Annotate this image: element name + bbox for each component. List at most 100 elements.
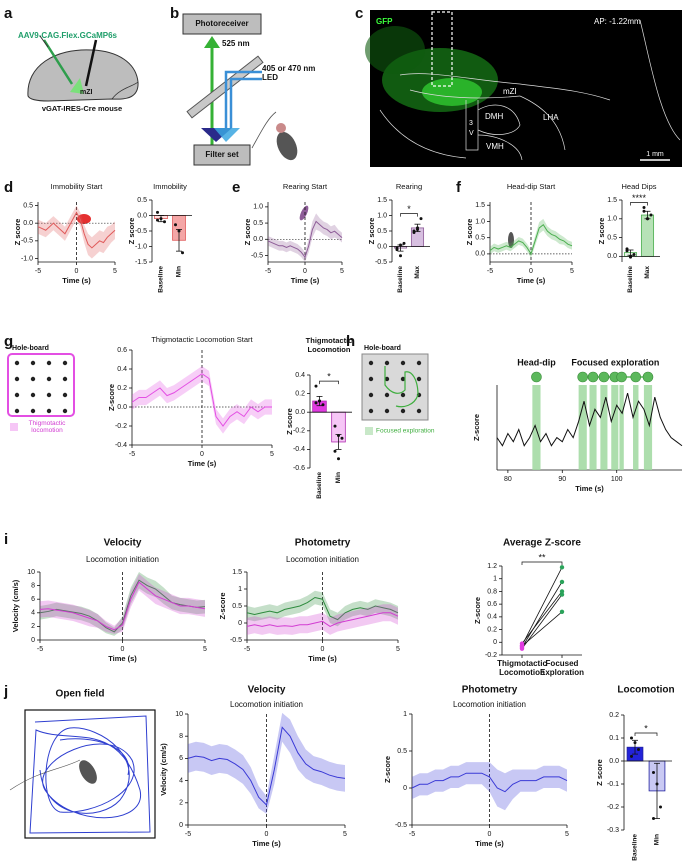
hole [62,376,68,382]
data-point [652,817,655,820]
trace-line [489,223,573,256]
patch-cord [9,759,81,791]
panel-label: a [4,5,13,22]
hole [368,376,374,382]
trace-line [496,392,683,447]
legend-swatch [365,427,373,435]
x-tick-label: 0 [121,646,125,653]
event-span [589,385,597,470]
hole [46,392,52,398]
gfp-signal [365,26,425,74]
x-tick-label: 5 [570,268,574,275]
filter-label: Filter set [205,150,239,159]
y-axis-label: Z score [243,219,252,246]
event-label: Head-dip [517,357,556,367]
hole [46,408,52,414]
y-tick-label: 0.0 [295,409,305,416]
sem-band [268,213,342,262]
panel-label: g [4,333,13,350]
data-point [630,736,633,740]
y-tick-label: 2 [31,623,35,630]
chart-title: Immobility [153,182,187,191]
hole [46,376,52,382]
y-axis-label: Velocity (cm/s) [11,579,20,632]
injection-site [70,78,84,94]
x-tick-label: 0 [321,646,325,653]
event-label: Focused exploration [571,357,659,367]
y-axis-label: Z score [595,759,604,786]
y-tick-label: 0 [31,637,35,644]
event-marker [598,371,610,383]
hole [14,408,20,414]
y-tick-label: 0.0 [475,251,485,258]
chart-title: Rearing [396,182,422,191]
event-marker [630,371,642,383]
y-tick-label: 4 [179,777,183,784]
y-tick-label: 10 [27,569,35,576]
y-axis-label: Z score [367,218,376,245]
data-point [655,782,659,786]
stain-label: GFP [376,17,393,26]
exploration-path [384,366,419,408]
y-tick-label: -0.5 [21,238,33,245]
data-point [632,252,636,256]
x-tick-label: 5 [396,646,400,653]
mouse-icon [276,131,298,161]
y-axis-label: Z score [285,408,294,435]
trace-line [187,726,346,807]
data-point [652,771,655,774]
region-label: DMH [485,112,503,121]
significance-bracket [400,213,418,217]
mouse-label: vGAT-IRES-Cre mouse [42,104,122,113]
chart-title: Photometry [462,685,518,696]
y-tick-label: 0.6 [487,601,497,608]
x-axis-label: Time (s) [62,276,91,285]
y-tick-label: 0.4 [117,366,127,373]
data-point [630,754,633,758]
significance-bracket [630,202,648,206]
chart-title: Average Z-score [503,538,581,549]
chart-subtitle: Locomotion initiation [453,700,526,709]
event-span [611,385,619,470]
chart-title: Head Dips [621,182,656,191]
y-tick-label: 1.5 [607,197,617,204]
hole [14,360,20,366]
significance-label: * [407,204,411,214]
bar [640,214,655,257]
event-span [532,385,541,470]
x-tick-label: Baseline [397,266,404,293]
data-point [174,223,177,227]
chart-subtitle: Locomotion initiation [286,555,359,564]
data-point [314,384,318,388]
excitation-beam [224,70,262,128]
hole [368,408,374,414]
filter-box [193,144,251,166]
data-point [625,249,629,253]
trace-line [37,211,116,249]
region-label: mZI [80,89,93,96]
data-point [333,449,337,453]
event-marker [642,371,654,383]
hole [62,392,68,398]
x-tick-label: Max [414,266,421,279]
data-point [649,213,653,217]
fiber-track [431,11,453,87]
data-point [395,246,399,250]
hole [384,392,390,398]
pair-line [521,581,563,648]
y-tick-label: 0 [403,785,407,792]
data-point [399,254,402,258]
y-tick-label: 0 [493,639,497,646]
y-tick-label: -1.5 [135,259,147,266]
hole [384,360,390,366]
x-tick-label: 5 [343,831,347,838]
x-axis-label: Time (s) [475,839,504,848]
x-tick-label: Max [644,266,651,279]
y-tick-label: -0.5 [395,822,407,829]
x-tick-label: -5 [129,451,135,458]
data-point [559,589,565,594]
x-tick-label: Min [654,834,661,845]
x-tick-label: Baseline [158,266,165,293]
led-label-box: 405 or 470 nm LED [262,64,315,82]
y-tick-label: 1.0 [607,216,617,223]
